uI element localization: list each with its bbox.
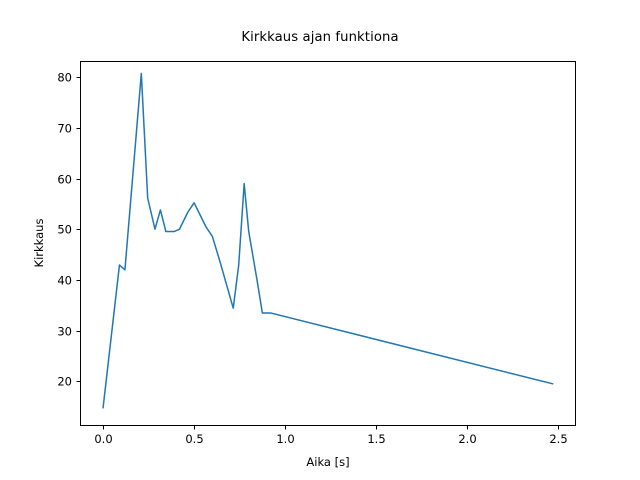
y-axis-ticks xyxy=(76,77,81,382)
y-tick-label: 60 xyxy=(57,173,72,187)
data-line-kirkkaus xyxy=(102,72,554,409)
y-tick-label: 70 xyxy=(57,122,72,136)
y-axis-label: Kirkkaus xyxy=(32,219,46,268)
chart-title: Kirkkaus ajan funktiona xyxy=(241,30,399,45)
x-tick-label: 1.5 xyxy=(367,432,385,446)
y-axis-tick-labels: 80 70 60 50 40 30 20 xyxy=(57,71,72,389)
y-tick-label: 80 xyxy=(57,71,72,85)
x-tick-label: 2.5 xyxy=(549,432,567,446)
x-tick-label: 2.0 xyxy=(458,432,476,446)
x-tick-label: 0.5 xyxy=(185,432,203,446)
x-axis-ticks xyxy=(103,425,559,430)
y-tick-label: 40 xyxy=(57,274,72,288)
x-tick-label: 1.0 xyxy=(276,432,294,446)
y-tick-label: 50 xyxy=(57,223,72,237)
x-axis-tick-labels: 0.0 0.5 1.0 1.5 2.0 2.5 xyxy=(94,432,567,446)
y-tick-label: 30 xyxy=(57,325,72,339)
axes-frame xyxy=(80,61,576,426)
x-axis-label: Aika [s] xyxy=(306,455,349,469)
x-tick-label: 0.0 xyxy=(94,432,112,446)
y-tick-label: 20 xyxy=(57,375,72,389)
